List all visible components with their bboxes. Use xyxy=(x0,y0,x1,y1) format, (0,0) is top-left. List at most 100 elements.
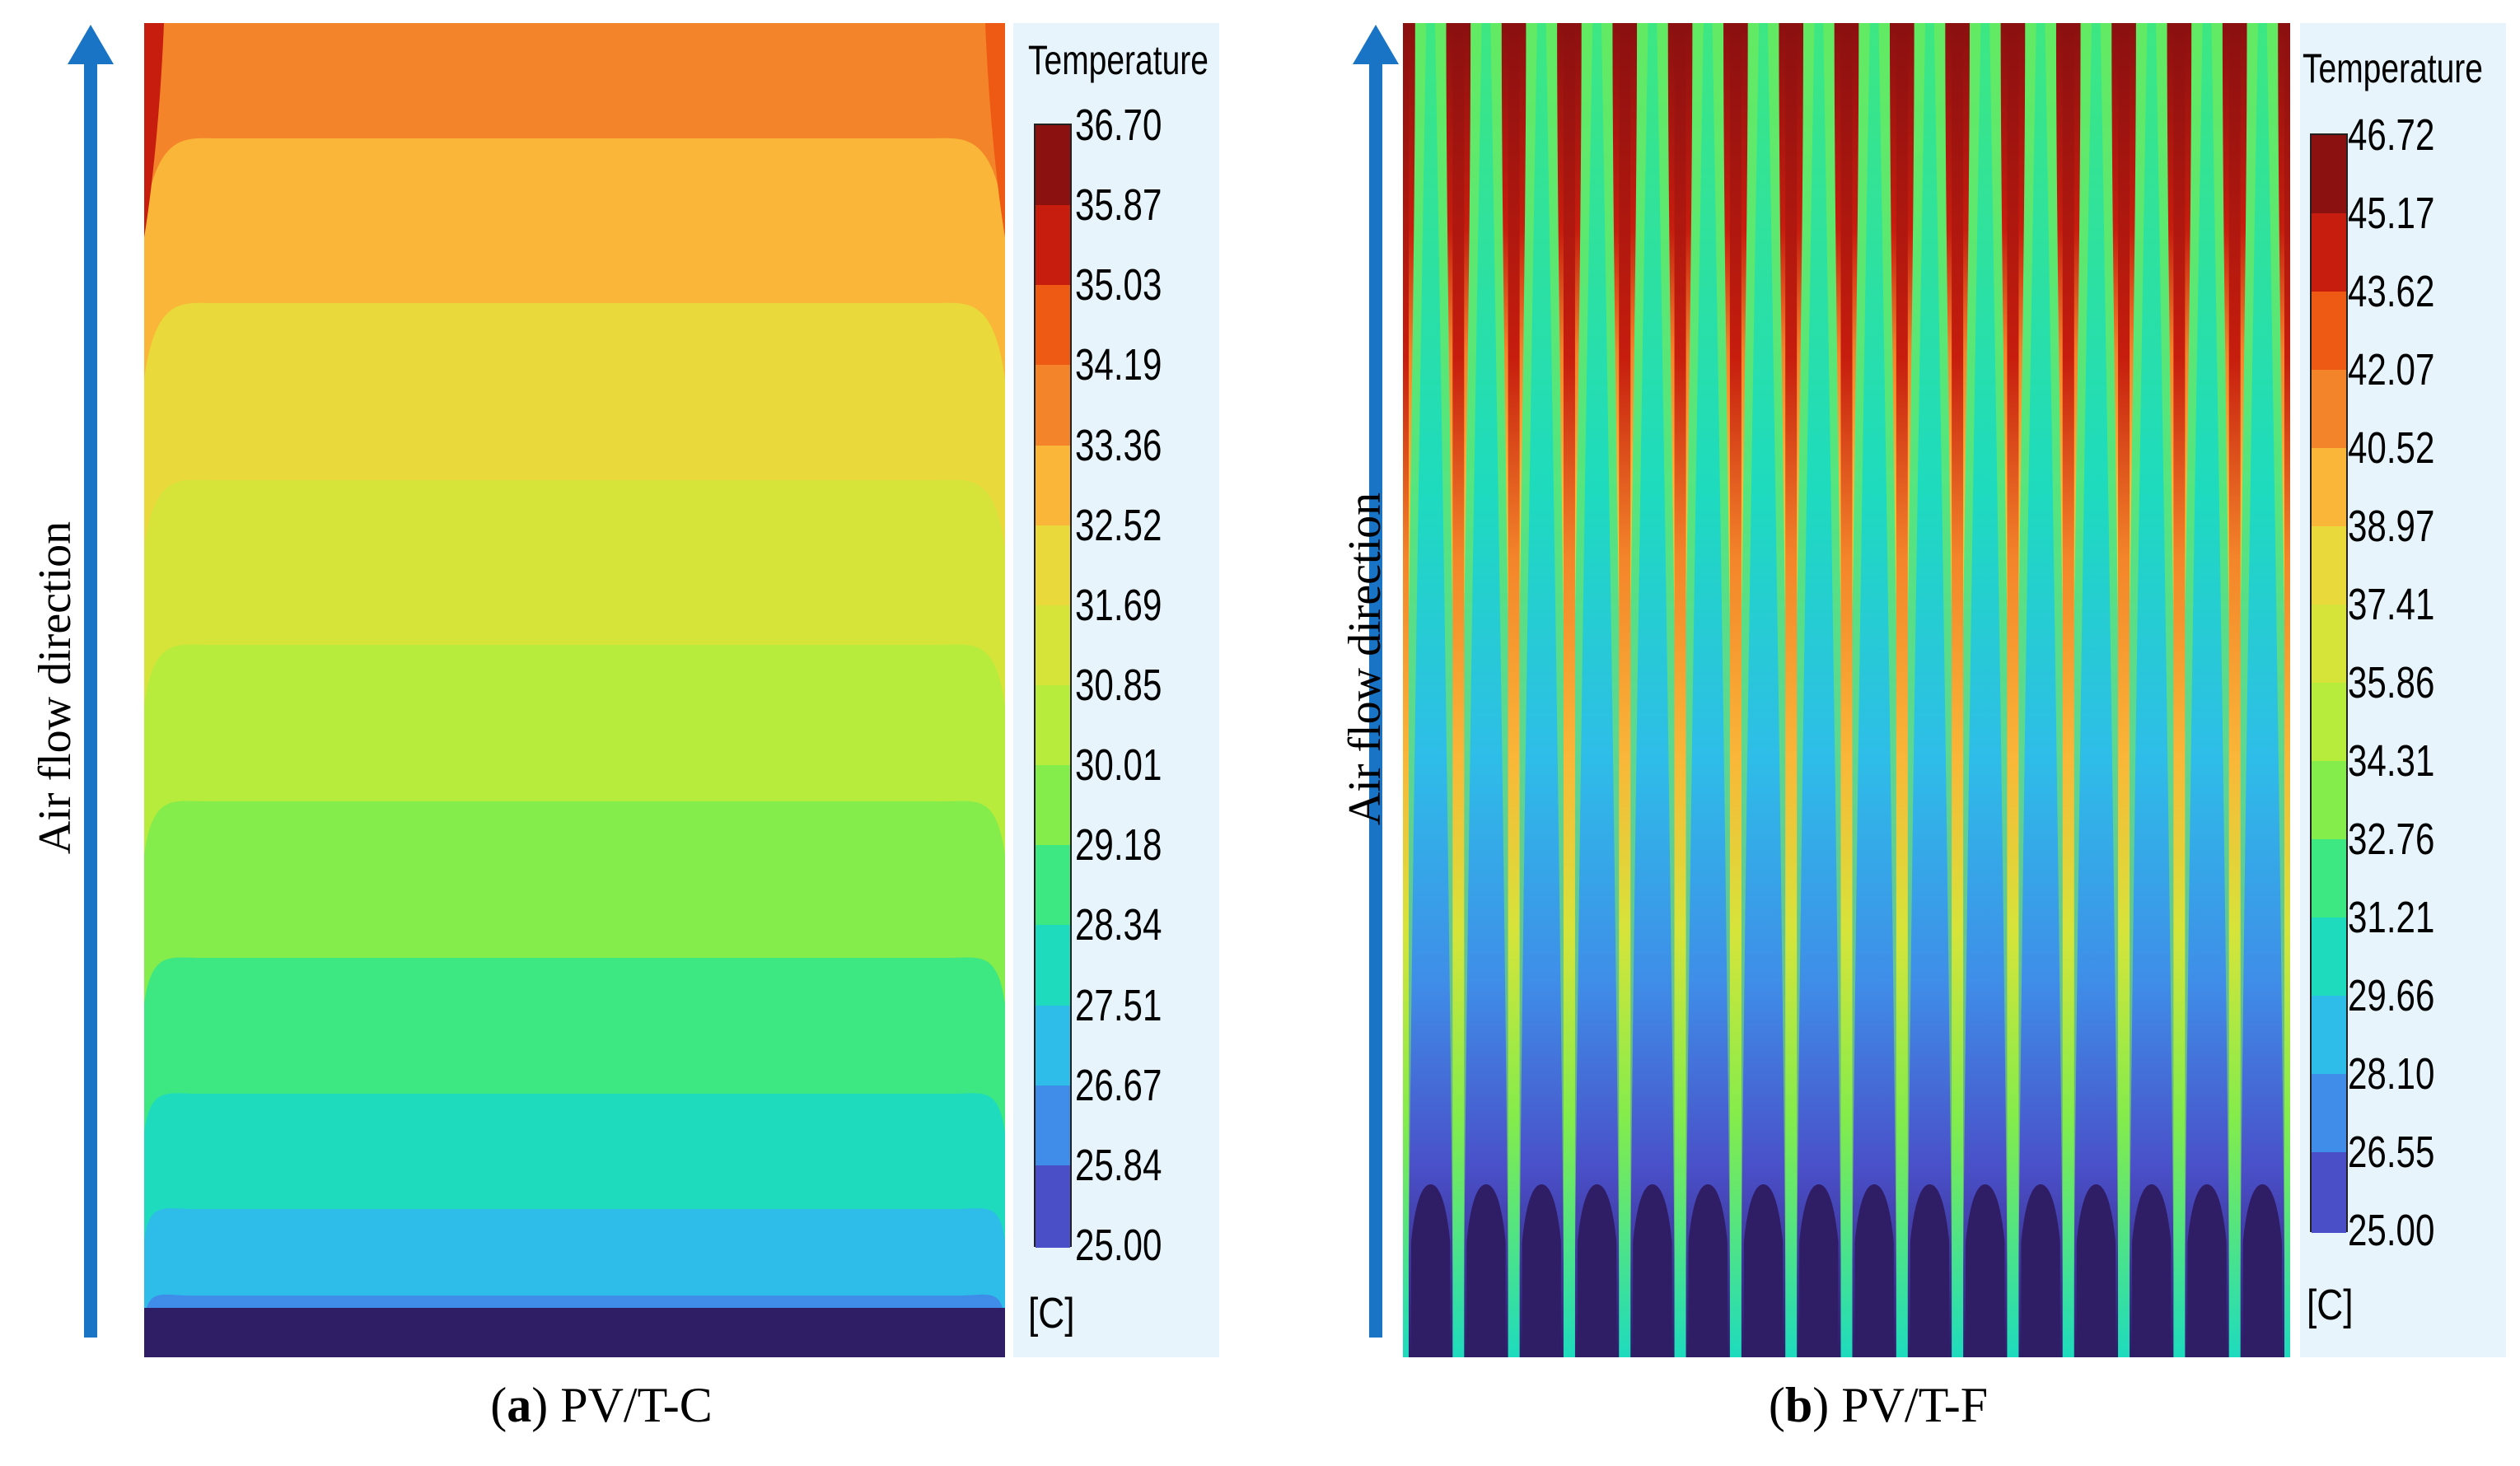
legend-band xyxy=(2312,448,2346,529)
legend-band xyxy=(2312,135,2346,216)
legend-tick-label: 29.66 xyxy=(2348,971,2435,1020)
legend-tick-label: 37.41 xyxy=(2348,580,2435,629)
inlet-cold-zone xyxy=(1854,1184,1894,1357)
legend-tick-label: 35.86 xyxy=(2348,658,2435,707)
legend-tick-label: 26.67 xyxy=(1075,1060,1162,1110)
legend-tick-label: 45.17 xyxy=(2348,189,2435,238)
legend-band xyxy=(1036,125,1070,208)
contour-hot-edge xyxy=(144,23,164,237)
fin xyxy=(2062,23,2074,1357)
legend-colorbar-b xyxy=(2310,133,2348,1233)
inlet-cold-zone xyxy=(2242,1184,2282,1357)
air-flow-arrow-b xyxy=(1353,25,1399,1338)
legend-tick-label: 36.70 xyxy=(1075,100,1162,150)
legend-title-b: Temperature xyxy=(2303,45,2483,91)
fin xyxy=(2284,23,2290,1357)
temperature-contour-pvt-f xyxy=(1403,23,2290,1357)
inlet-cold-zone xyxy=(2132,1184,2172,1357)
legend-tick-label: 46.72 xyxy=(2348,110,2435,160)
inlet-cold-zone xyxy=(1466,1184,1506,1357)
legend-band xyxy=(2312,917,2346,998)
legend-band xyxy=(1036,685,1070,768)
legend-band xyxy=(1036,1085,1070,1168)
fin xyxy=(1403,23,1409,1357)
legend-tick-label: 29.18 xyxy=(1075,820,1162,871)
legend-tick-label: 25.00 xyxy=(2348,1206,2435,1255)
caption-text-a: PV/T-C xyxy=(560,1378,713,1432)
legend-band xyxy=(2312,761,2346,842)
panel-pvt-f: Air flow direction Temperature 46.72 45.1… xyxy=(1260,0,2520,1466)
legend-tick-label: 31.21 xyxy=(2348,893,2435,942)
legend-tick-label: 28.10 xyxy=(2348,1049,2435,1099)
legend-band xyxy=(1036,285,1070,368)
legend-unit-b: [C] xyxy=(2307,1282,2354,1329)
legend-tick-label: 25.00 xyxy=(1075,1221,1162,1270)
legend-tick-label: 33.36 xyxy=(1075,420,1162,470)
legend-band xyxy=(2312,1074,2346,1155)
fin xyxy=(1508,23,1520,1357)
fin xyxy=(2228,23,2241,1357)
caption-a: (a) PV/T-C xyxy=(490,1378,713,1432)
legend-band xyxy=(1036,605,1070,688)
legend-band xyxy=(1036,205,1070,287)
inlet-cold-zone xyxy=(1799,1184,1839,1357)
inlet-cold-zone xyxy=(1577,1184,1617,1357)
contour-band xyxy=(144,1308,1005,1357)
legend-band xyxy=(2312,292,2346,372)
legend-band xyxy=(1036,845,1070,928)
inlet-cold-zone xyxy=(1633,1184,1672,1357)
caption-letter-b: b xyxy=(1784,1378,1813,1432)
legend-tick-label: 31.69 xyxy=(1075,580,1162,630)
inlet-cold-zone xyxy=(1688,1184,1728,1357)
inlet-cold-zone xyxy=(1411,1184,1451,1357)
inlet-cold-zone xyxy=(1522,1184,1561,1357)
inlet-cold-zone xyxy=(2187,1184,2227,1357)
legend-tick-label: 26.55 xyxy=(2348,1128,2435,1177)
legend-tick-label: 30.01 xyxy=(1075,740,1162,791)
legend-tick-label: 34.31 xyxy=(2348,736,2435,786)
air-flow-arrow-a xyxy=(68,25,114,1338)
inlet-cold-zone xyxy=(1910,1184,1950,1357)
caption-text-b: PV/T-F xyxy=(1841,1378,1989,1432)
legend-band xyxy=(1036,525,1070,608)
fin xyxy=(1840,23,1853,1357)
legend-band xyxy=(1036,365,1070,448)
legend-band xyxy=(2312,213,2346,294)
inlet-cold-zone xyxy=(2076,1184,2116,1357)
panel-pvt-c: Air flow direction Temperature 36.70 35.8… xyxy=(30,23,1219,1432)
fin xyxy=(1729,23,1742,1357)
inlet-cold-zone xyxy=(2021,1184,2060,1357)
legend-band xyxy=(2312,605,2346,685)
contour-hot-edge xyxy=(985,23,1005,237)
legend-tick-label: 27.51 xyxy=(1075,980,1162,1030)
legend-tick-label: 40.52 xyxy=(2348,423,2435,473)
legend-title-a: Temperature xyxy=(1028,37,1209,83)
fin xyxy=(1896,23,1908,1357)
air-flow-label-a: Air flow direction xyxy=(30,521,81,855)
legend-tick-label: 35.03 xyxy=(1075,260,1162,310)
air-flow-label-b: Air flow direction xyxy=(1339,492,1391,826)
fin xyxy=(2173,23,2186,1357)
inlet-cold-zone xyxy=(1743,1184,1784,1357)
inlet-cold-zone xyxy=(1966,1184,2005,1357)
fin xyxy=(2118,23,2130,1357)
legend-tick-label: 25.84 xyxy=(1075,1140,1162,1190)
legend-band xyxy=(2312,996,2346,1076)
legend-band xyxy=(2312,370,2346,451)
legend-band xyxy=(1036,925,1070,1008)
legend-band xyxy=(2312,839,2346,920)
legend-colorbar-a xyxy=(1034,124,1072,1248)
caption-b: (b) PV/T-F xyxy=(1768,1378,1989,1432)
fin xyxy=(1563,23,1575,1357)
fin xyxy=(1785,23,1798,1357)
legend-tick-label: 30.85 xyxy=(1075,661,1162,710)
legend-band xyxy=(1036,1165,1070,1248)
fin xyxy=(2007,23,2019,1357)
legend-band xyxy=(1036,1005,1070,1088)
legend-band xyxy=(2312,1151,2346,1233)
legend-band xyxy=(1036,445,1070,528)
legend-tick-label: 28.34 xyxy=(1075,900,1162,950)
caption-letter-a: a xyxy=(507,1378,532,1432)
legend-tick-label: 32.76 xyxy=(2348,815,2435,864)
fin xyxy=(1952,23,1964,1357)
